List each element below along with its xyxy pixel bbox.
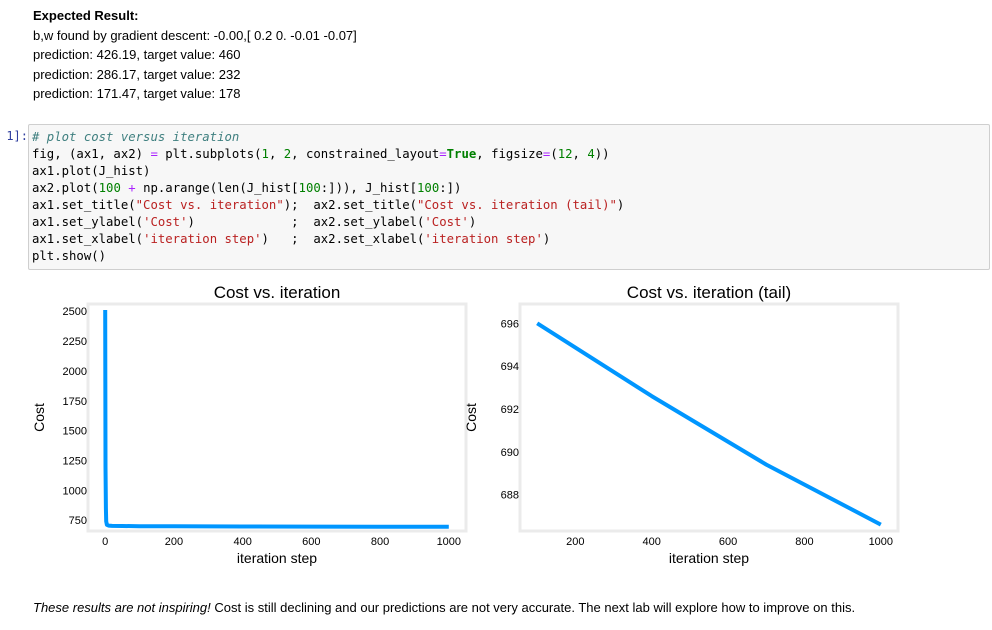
y-tick-label: 1750 [63, 396, 87, 408]
y-tick-label: 1000 [63, 485, 87, 497]
code-line: ax1.plot(J_hist) [32, 164, 151, 178]
x-tick-label: 600 [719, 536, 737, 548]
y-tick-label: 690 [501, 447, 519, 459]
cost-charts: Cost vs. iteration 0 200 400 600 800 1000 750 10… [31, 283, 900, 566]
y-tick-label: 696 [501, 318, 519, 330]
expected-result-block: Expected Result: b,w found by gradient d… [33, 6, 357, 104]
axes-frame [86, 302, 468, 533]
code-line: ax1.set_xlabel('iteration step') ; ax2.s… [32, 232, 551, 246]
code-line: plt.show() [32, 249, 107, 263]
code-line: ax2.plot(100 + np.arange(len(J_hist[100:… [32, 181, 462, 195]
chart-title: Cost vs. iteration (tail) [627, 283, 791, 302]
x-tick-label: 800 [371, 536, 389, 548]
code-line: # plot cost versus iteration [32, 130, 240, 144]
x-tick-label: 800 [795, 536, 813, 548]
y-tick-label: 694 [501, 361, 519, 373]
expected-result-heading: Expected Result: [33, 8, 139, 23]
x-axis-label: iteration step [237, 550, 317, 566]
y-tick-label: 2500 [63, 306, 87, 318]
x-tick-label: 1000 [437, 536, 461, 548]
footer-italic: These results are not inspiring! [33, 600, 211, 615]
x-tick-label: 200 [165, 536, 183, 548]
x-tick-label: 200 [566, 536, 584, 548]
code-line: fig, (ax1, ax2) = plt.subplots(1, 2, con… [32, 147, 610, 161]
y-tick-label: 2250 [63, 336, 87, 348]
code-cell[interactable]: # plot cost versus iteration fig, (ax1, a… [28, 124, 990, 270]
y-tick-label: 1250 [63, 456, 87, 468]
x-tick-label: 1000 [869, 536, 893, 548]
axes-frame [518, 302, 900, 533]
cost-series-line [536, 321, 882, 527]
code-line: ax1.set_title("Cost vs. iteration"); ax2… [32, 198, 625, 212]
x-tick-label: 0 [102, 536, 108, 548]
cost-series-line [103, 309, 449, 529]
y-tick-label: 692 [501, 404, 519, 416]
y-axis-label: Cost [463, 403, 479, 432]
code-line: ax1.set_ylabel('Cost') ; ax2.set_ylabel(… [32, 215, 477, 229]
y-axis-label: Cost [31, 403, 47, 432]
x-tick-label: 600 [302, 536, 320, 548]
expected-line: prediction: 286.17, target value: 232 [33, 66, 241, 82]
footer-text: Cost is still declining and our predicti… [210, 600, 856, 615]
cell-prompt: 1]: [6, 129, 28, 143]
expected-line: prediction: 426.19, target value: 460 [33, 47, 241, 62]
chart-title: Cost vs. iteration [214, 283, 341, 302]
y-tick-label: 2000 [63, 366, 87, 378]
expected-line: b,w found by gradient descent: -0.00,[ 0… [33, 27, 357, 43]
y-tick-label: 688 [501, 490, 519, 502]
footer-note: These results are not inspiring! Cost is… [33, 598, 855, 618]
code-editor[interactable]: # plot cost versus iteration fig, (ax1, a… [32, 129, 624, 265]
expected-line: prediction: 171.47, target value: 178 [33, 86, 241, 101]
x-tick-label: 400 [643, 536, 661, 548]
y-tick-label: 1500 [63, 426, 87, 438]
x-axis-label: iteration step [669, 550, 749, 566]
x-tick-label: 400 [233, 536, 251, 548]
y-tick-label: 750 [69, 515, 87, 527]
